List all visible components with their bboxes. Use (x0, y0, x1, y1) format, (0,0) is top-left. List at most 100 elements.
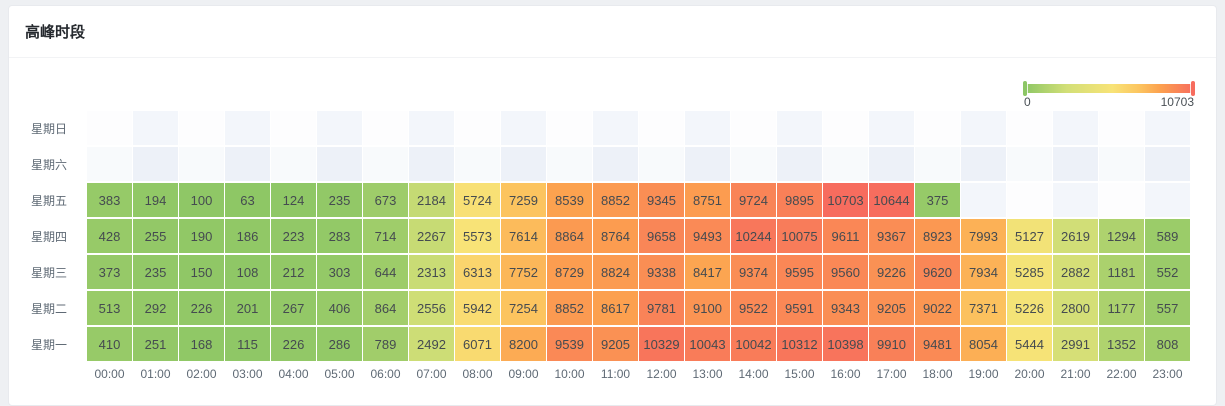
heatmap-cell[interactable]: 552 (1145, 255, 1190, 289)
heatmap-cell[interactable]: 115 (225, 327, 270, 361)
heatmap-cell[interactable]: 267 (271, 291, 316, 325)
heatmap-cell[interactable]: 589 (1145, 219, 1190, 253)
heatmap-cell[interactable]: 9781 (639, 291, 684, 325)
heatmap-cell[interactable]: 1294 (1099, 219, 1144, 253)
heatmap-cell[interactable]: 201 (225, 291, 270, 325)
heatmap-cell[interactable]: 235 (317, 183, 362, 217)
heatmap-cell[interactable]: 226 (271, 327, 316, 361)
heatmap-cell[interactable]: 5226 (1007, 291, 1052, 325)
heatmap-cell[interactable]: 8729 (547, 255, 592, 289)
heatmap-cell[interactable]: 9522 (731, 291, 776, 325)
heatmap-cell[interactable]: 286 (317, 327, 362, 361)
heatmap-cell[interactable]: 9895 (777, 183, 822, 217)
heatmap-cell[interactable]: 9560 (823, 255, 868, 289)
heatmap-cell[interactable]: 235 (133, 255, 178, 289)
heatmap-cell[interactable]: 226 (179, 291, 224, 325)
heatmap-cell[interactable]: 513 (87, 291, 132, 325)
heatmap-cell[interactable]: 9022 (915, 291, 960, 325)
heatmap-cell[interactable]: 100 (179, 183, 224, 217)
heatmap-cell[interactable]: 9595 (777, 255, 822, 289)
heatmap-cell[interactable]: 5444 (1007, 327, 1052, 361)
heatmap-cell[interactable]: 9367 (869, 219, 914, 253)
heatmap-cell[interactable]: 8617 (593, 291, 638, 325)
heatmap-cell[interactable]: 9658 (639, 219, 684, 253)
heatmap-cell[interactable]: 212 (271, 255, 316, 289)
heatmap-cell[interactable]: 251 (133, 327, 178, 361)
heatmap-cell[interactable]: 283 (317, 219, 362, 253)
heatmap-cell[interactable]: 9493 (685, 219, 730, 253)
heatmap-cell[interactable]: 303 (317, 255, 362, 289)
heatmap-cell[interactable]: 9481 (915, 327, 960, 361)
heatmap-cell[interactable]: 124 (271, 183, 316, 217)
heatmap-cell[interactable]: 10329 (639, 327, 684, 361)
heatmap-cell[interactable]: 2184 (409, 183, 454, 217)
heatmap-cell[interactable]: 1181 (1099, 255, 1144, 289)
heatmap-cell[interactable]: 9100 (685, 291, 730, 325)
heatmap-cell[interactable]: 10398 (823, 327, 868, 361)
heatmap-cell[interactable]: 7259 (501, 183, 546, 217)
heatmap-cell[interactable]: 10042 (731, 327, 776, 361)
heatmap-cell[interactable]: 9591 (777, 291, 822, 325)
heatmap-cell[interactable]: 9620 (915, 255, 960, 289)
heatmap-cell[interactable]: 410 (87, 327, 132, 361)
heatmap-cell[interactable]: 5285 (1007, 255, 1052, 289)
heatmap-cell[interactable]: 7254 (501, 291, 546, 325)
heatmap-cell[interactable]: 1177 (1099, 291, 1144, 325)
heatmap-cell[interactable]: 2267 (409, 219, 454, 253)
heatmap-cell[interactable]: 2313 (409, 255, 454, 289)
heatmap-cell[interactable]: 108 (225, 255, 270, 289)
heatmap-cell[interactable]: 10244 (731, 219, 776, 253)
heatmap-cell[interactable]: 8764 (593, 219, 638, 253)
heatmap-cell[interactable]: 5724 (455, 183, 500, 217)
heatmap-cell[interactable]: 2991 (1053, 327, 1098, 361)
heatmap-cell[interactable]: 292 (133, 291, 178, 325)
heatmap-cell[interactable]: 9205 (593, 327, 638, 361)
heatmap-cell[interactable]: 864 (363, 291, 408, 325)
heatmap-cell[interactable]: 8923 (915, 219, 960, 253)
heatmap-cell[interactable]: 223 (271, 219, 316, 253)
heatmap-cell[interactable]: 150 (179, 255, 224, 289)
heatmap-cell[interactable]: 1352 (1099, 327, 1144, 361)
heatmap-cell[interactable]: 375 (915, 183, 960, 217)
heatmap-cell[interactable]: 5942 (455, 291, 500, 325)
heatmap-cell[interactable]: 10075 (777, 219, 822, 253)
heatmap-cell[interactable]: 190 (179, 219, 224, 253)
heatmap-cell[interactable]: 8864 (547, 219, 592, 253)
heatmap-cell[interactable]: 10703 (823, 183, 868, 217)
heatmap-cell[interactable]: 789 (363, 327, 408, 361)
heatmap-cell[interactable]: 2492 (409, 327, 454, 361)
heatmap-cell[interactable]: 168 (179, 327, 224, 361)
heatmap-cell[interactable]: 8200 (501, 327, 546, 361)
heatmap-cell[interactable]: 7752 (501, 255, 546, 289)
heatmap-cell[interactable]: 9374 (731, 255, 776, 289)
heatmap-cell[interactable]: 5127 (1007, 219, 1052, 253)
heatmap-cell[interactable]: 8824 (593, 255, 638, 289)
heatmap-cell[interactable]: 8852 (547, 291, 592, 325)
heatmap-cell[interactable]: 7371 (961, 291, 1006, 325)
heatmap-cell[interactable]: 644 (363, 255, 408, 289)
heatmap-cell[interactable]: 673 (363, 183, 408, 217)
heatmap-cell[interactable]: 557 (1145, 291, 1190, 325)
heatmap-cell[interactable]: 255 (133, 219, 178, 253)
heatmap-cell[interactable]: 10312 (777, 327, 822, 361)
heatmap-cell[interactable]: 9226 (869, 255, 914, 289)
heatmap-cell[interactable]: 194 (133, 183, 178, 217)
heatmap-cell[interactable]: 9539 (547, 327, 592, 361)
heatmap-cell[interactable]: 383 (87, 183, 132, 217)
heatmap-cell[interactable]: 186 (225, 219, 270, 253)
legend-min-handle[interactable] (1023, 81, 1027, 96)
heatmap-cell[interactable]: 808 (1145, 327, 1190, 361)
heatmap-cell[interactable]: 7993 (961, 219, 1006, 253)
heatmap-cell[interactable]: 63 (225, 183, 270, 217)
heatmap-cell[interactable]: 8539 (547, 183, 592, 217)
heatmap-cell[interactable]: 8751 (685, 183, 730, 217)
heatmap-cell[interactable]: 9611 (823, 219, 868, 253)
heatmap-cell[interactable]: 2619 (1053, 219, 1098, 253)
heatmap-cell[interactable]: 714 (363, 219, 408, 253)
heatmap-cell[interactable]: 8852 (593, 183, 638, 217)
heatmap-cell[interactable]: 9205 (869, 291, 914, 325)
heatmap-cell[interactable]: 428 (87, 219, 132, 253)
heatmap-cell[interactable]: 10043 (685, 327, 730, 361)
heatmap-cell[interactable]: 7614 (501, 219, 546, 253)
heatmap-cell[interactable]: 6071 (455, 327, 500, 361)
